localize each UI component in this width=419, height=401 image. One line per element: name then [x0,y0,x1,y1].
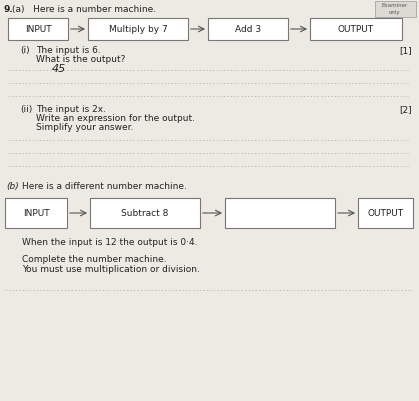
Text: What is the output?: What is the output? [36,55,125,64]
Text: Here is a different number machine.: Here is a different number machine. [22,182,187,191]
Text: [2]: [2] [399,105,412,114]
Text: INPUT: INPUT [25,24,51,34]
Text: OUTPUT: OUTPUT [367,209,403,217]
Text: (ii): (ii) [20,105,32,114]
FancyBboxPatch shape [358,198,413,228]
Text: The input is 2x.: The input is 2x. [36,105,106,114]
Text: Write an expression for the output.: Write an expression for the output. [36,114,195,123]
Text: When the input is 12 the output is 0·4.: When the input is 12 the output is 0·4. [22,238,197,247]
FancyBboxPatch shape [310,18,402,40]
Text: (b): (b) [6,182,19,191]
FancyBboxPatch shape [5,198,67,228]
Text: INPUT: INPUT [23,209,49,217]
Text: The input is 6.: The input is 6. [36,46,101,55]
FancyBboxPatch shape [90,198,200,228]
Text: OUTPUT: OUTPUT [338,24,374,34]
Text: Simplify your answer.: Simplify your answer. [36,123,133,132]
Text: (a)   Here is a number machine.: (a) Here is a number machine. [12,5,156,14]
FancyBboxPatch shape [8,18,68,40]
FancyBboxPatch shape [88,18,188,40]
Text: Examiner
only: Examiner only [382,3,408,15]
FancyBboxPatch shape [208,18,288,40]
Text: Add 3: Add 3 [235,24,261,34]
Text: Multiply by 7: Multiply by 7 [109,24,167,34]
Text: (i): (i) [20,46,30,55]
Text: [1]: [1] [399,46,412,55]
Text: 9.: 9. [3,5,13,14]
Text: 45: 45 [52,64,66,74]
Text: Subtract 8: Subtract 8 [122,209,169,217]
FancyBboxPatch shape [375,1,416,17]
FancyBboxPatch shape [225,198,335,228]
Text: Complete the number machine.: Complete the number machine. [22,255,167,264]
Text: You must use multiplication or division.: You must use multiplication or division. [22,265,200,274]
